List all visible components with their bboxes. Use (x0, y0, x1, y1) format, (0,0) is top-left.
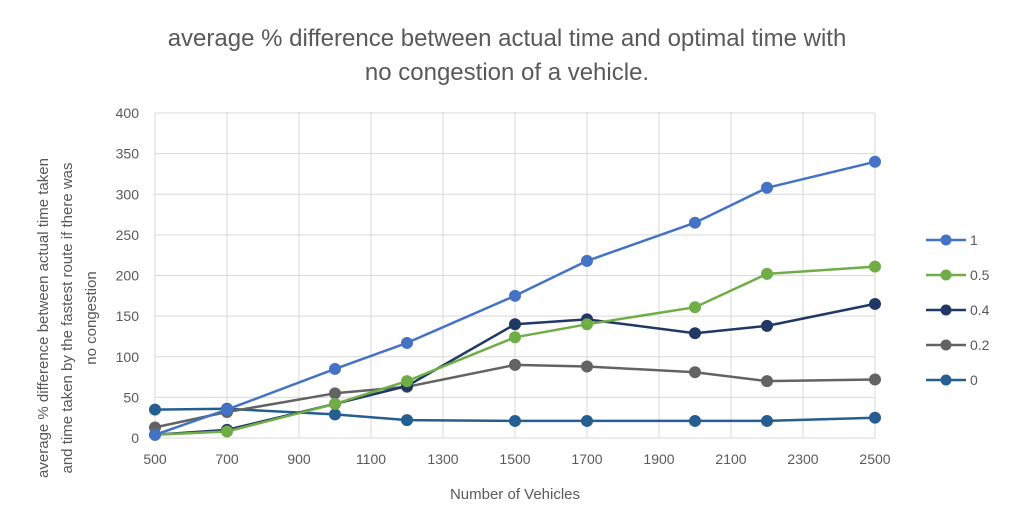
data-point (689, 216, 701, 229)
axes: 0 50 100 150 200 250 300 350 400 500 700 900 1100 130… (116, 105, 891, 467)
legend-label: 1 (970, 232, 978, 248)
y-axis-title: average % difference between actual time… (35, 158, 100, 478)
data-point (689, 414, 701, 427)
y-tick-label: 400 (116, 105, 140, 121)
data-point (329, 397, 341, 410)
legend-item-0.2: 0.2 (926, 337, 990, 353)
data-point (581, 414, 593, 427)
x-tick-label: 2300 (787, 451, 818, 467)
y-axis-title-line-3: no congestion (83, 271, 100, 364)
y-tick-label: 300 (116, 186, 140, 202)
data-point (401, 414, 413, 427)
data-point (689, 327, 701, 340)
data-point (761, 375, 773, 388)
legend-marker-icon (940, 304, 952, 316)
legend-label: 0.2 (970, 337, 990, 353)
data-point (869, 297, 881, 310)
data-point (869, 411, 881, 424)
legend-marker-icon (940, 339, 952, 351)
y-tick-label: 350 (116, 146, 140, 162)
y-tick-label: 150 (116, 308, 140, 324)
data-point (761, 319, 773, 332)
x-axis-title: Number of Vehicles (450, 486, 580, 503)
legend-label: 0.5 (970, 267, 990, 283)
data-point (869, 260, 881, 273)
y-tick-label: 100 (116, 349, 140, 365)
x-tick-label: 900 (287, 451, 311, 467)
data-point (689, 366, 701, 379)
x-tick-label: 2500 (859, 451, 890, 467)
legend-marker-icon (940, 374, 952, 386)
y-tick-label: 50 (123, 389, 139, 405)
x-tick-label: 1700 (571, 451, 602, 467)
x-tick-label: 1500 (499, 451, 530, 467)
data-point (761, 414, 773, 427)
data-point (761, 267, 773, 280)
y-axis-title-line-2: and time taken by the fastest route if t… (59, 162, 76, 473)
legend-marker-icon (940, 234, 952, 246)
legend-marker-icon (940, 269, 952, 281)
data-point (509, 331, 521, 344)
legend-label: 0.4 (970, 302, 990, 318)
x-tick-label: 1900 (643, 451, 674, 467)
y-tick-label: 200 (116, 268, 140, 284)
legend-item-0.5: 0.5 (926, 267, 990, 283)
x-tick-label: 1300 (427, 451, 458, 467)
data-point (581, 360, 593, 373)
data-point (329, 408, 341, 421)
legend: 1 0.5 0.4 0.2 0 (926, 232, 990, 388)
chart-title-line-1: average % difference between actual time… (168, 25, 847, 52)
data-series (149, 155, 881, 441)
legend-item-0: 0 (926, 372, 978, 388)
data-point (221, 425, 233, 438)
legend-item-1: 1 (926, 232, 978, 248)
y-tick-label: 250 (116, 227, 140, 243)
data-point (509, 289, 521, 302)
y-tick-label: 0 (131, 430, 139, 446)
data-point (581, 254, 593, 267)
data-point (689, 301, 701, 314)
data-point (401, 336, 413, 349)
data-point (149, 403, 161, 416)
data-point (761, 181, 773, 194)
data-point (509, 414, 521, 427)
legend-label: 0 (970, 372, 978, 388)
x-tick-label: 500 (143, 451, 167, 467)
legend-item-0.4: 0.4 (926, 302, 990, 318)
gridlines (154, 112, 876, 439)
data-point (509, 318, 521, 331)
data-point (869, 155, 881, 168)
data-point (221, 403, 233, 416)
y-axis-title-line-1: average % difference between actual time… (35, 158, 52, 478)
x-tick-label: 700 (215, 451, 239, 467)
data-point (329, 387, 341, 400)
data-point (869, 373, 881, 386)
data-point (149, 428, 161, 441)
series-1 (149, 155, 881, 441)
data-point (329, 362, 341, 375)
x-tick-label: 1100 (356, 451, 386, 467)
chart-title-line-2: no congestion of a vehicle. (365, 59, 649, 86)
data-point (401, 375, 413, 388)
data-point (581, 318, 593, 331)
x-tick-label: 2100 (715, 451, 746, 467)
data-point (509, 358, 521, 371)
